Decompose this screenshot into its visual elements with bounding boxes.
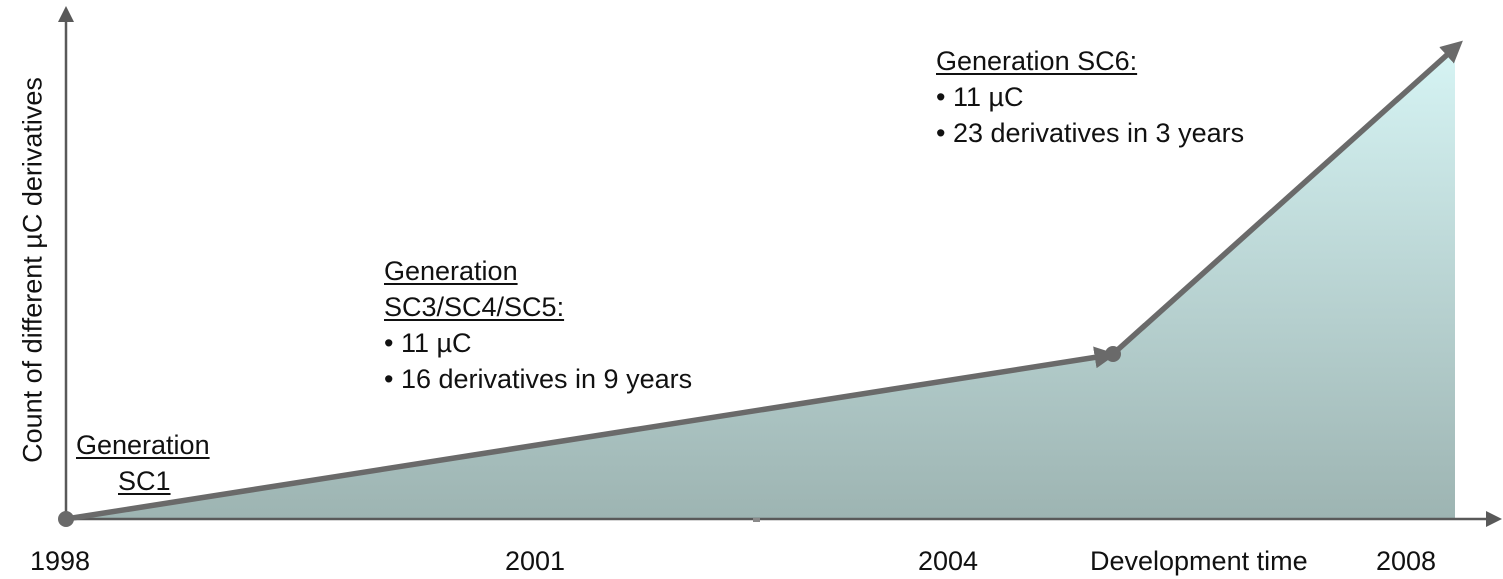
growth-line-sc3-sc5 <box>65 346 1117 522</box>
milestone-point <box>1105 346 1121 362</box>
x-tick-2001: 2001 <box>505 546 566 576</box>
x-tick-1998: 1998 <box>30 546 91 576</box>
x-axis-arrow-icon <box>1486 511 1502 527</box>
generation-sc6-bullet-1: • 11 µC <box>936 82 1024 112</box>
generation-sc3-sc5-title-line-2: SC3/SC4/SC5: <box>384 292 565 322</box>
x-axis-mid-tick <box>753 518 760 522</box>
generation-sc6-title: Generation SC6: <box>936 46 1138 76</box>
generation-sc6-bullet-2: • 23 derivatives in 3 years <box>936 118 1245 148</box>
generation-sc3-sc5-bullet-1: • 11 µC <box>384 328 472 358</box>
generation-sc1-title-line-2: SC1 <box>118 466 171 496</box>
x-axis-label: Development time <box>1090 546 1308 576</box>
growth-line-sc6 <box>1111 40 1463 357</box>
generation-sc1-title-line-1: Generation <box>76 430 210 460</box>
x-tick-2004: 2004 <box>918 546 979 576</box>
y-axis-arrow-icon <box>58 6 74 22</box>
start-point <box>58 511 74 527</box>
x-tick-2008: 2008 <box>1376 546 1437 576</box>
growth-area <box>66 50 1455 519</box>
generation-sc3-sc5-bullet-2: • 16 derivatives in 9 years <box>384 364 693 394</box>
generation-sc3-sc5-title-line-1: Generation <box>384 256 518 286</box>
y-axis-label: Count of different µC derivatives <box>17 77 48 463</box>
